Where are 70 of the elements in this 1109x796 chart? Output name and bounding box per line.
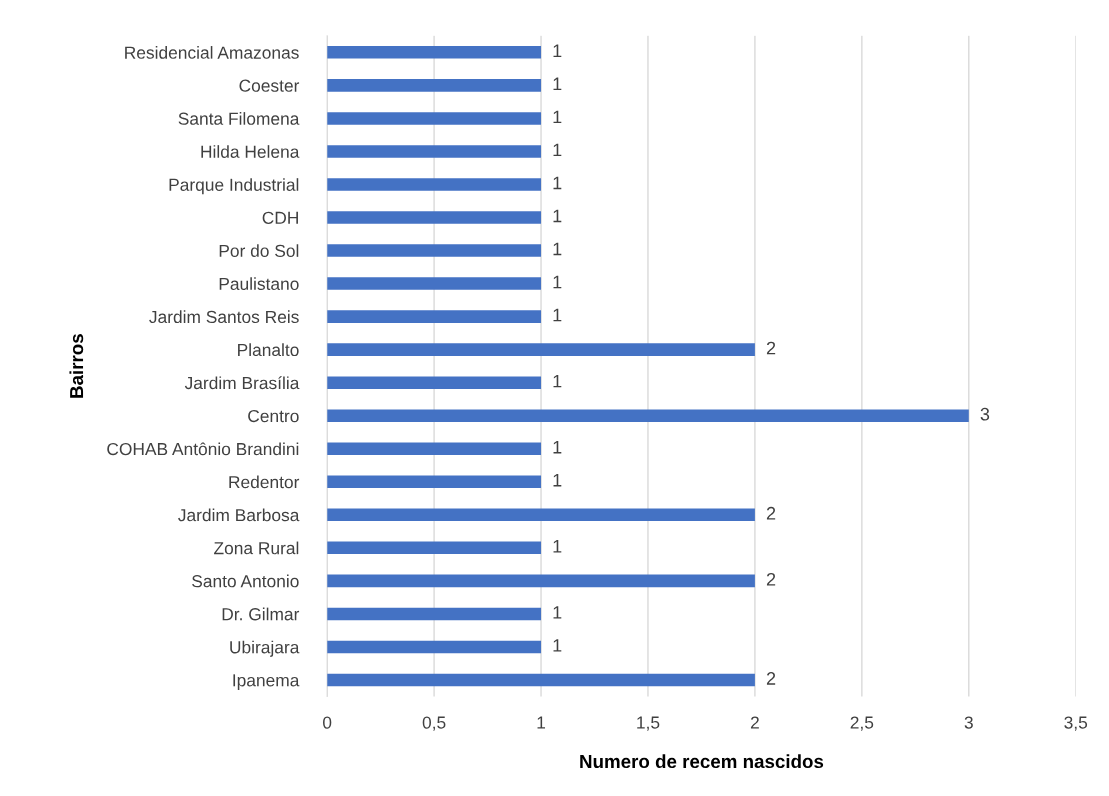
- bar: [327, 277, 542, 290]
- y-tick-label: Parque Industrial: [169, 178, 299, 195]
- data-label: 1: [553, 110, 562, 124]
- bar: [327, 475, 542, 489]
- x-tick-label: 1: [537, 716, 546, 729]
- x-tick-label: 0,5: [422, 716, 446, 731]
- y-tick-label: Planalto: [238, 343, 299, 357]
- y-tick-label: Santa Filomena: [178, 112, 300, 125]
- bar: [327, 541, 542, 555]
- y-tick-label: Ipanema: [233, 674, 300, 690]
- y-tick-label: Paulistano: [219, 277, 299, 291]
- data-label: 1: [553, 639, 562, 652]
- data-label: 1: [553, 308, 562, 322]
- y-tick-label: Hilda Helena: [201, 145, 300, 158]
- x-tick-label: 2,5: [850, 716, 874, 731]
- data-label: 1: [553, 606, 562, 619]
- y-tick-label: COHAB Antônio Brandini: [107, 442, 299, 456]
- x-tick-label: 3,5: [1064, 716, 1088, 731]
- data-label: 2: [766, 572, 776, 586]
- y-tick-label: Santo Antonio: [192, 574, 299, 588]
- y-tick-label: Residencial Amazonas: [125, 46, 299, 59]
- data-label: 1: [553, 77, 562, 91]
- data-label: 1: [553, 44, 562, 58]
- data-label: 1: [553, 275, 562, 289]
- x-axis-title: Numero de recem nascidos: [580, 754, 824, 769]
- x-tick-label: 2: [750, 716, 759, 729]
- y-tick-label: Ubirajara: [230, 640, 300, 657]
- y-tick-label: Centro: [248, 409, 299, 423]
- y-tick-label: Dr. Gilmar: [222, 607, 300, 621]
- data-label: 2: [766, 672, 776, 685]
- bar: [327, 409, 969, 422]
- y-axis-title: Bairros: [69, 334, 84, 398]
- bar: [327, 46, 542, 59]
- data-label: 1: [553, 242, 562, 256]
- data-label: 3: [980, 407, 990, 421]
- data-label: 1: [553, 440, 562, 454]
- bar: [327, 244, 542, 257]
- bar: [327, 79, 542, 92]
- data-label: 1: [553, 474, 562, 487]
- bar: [327, 574, 755, 588]
- data-label: 1: [553, 176, 562, 190]
- x-tick-label: 3: [964, 716, 973, 729]
- data-label: 1: [553, 374, 562, 388]
- bar: [327, 343, 755, 356]
- y-tick-label: Redentor: [229, 475, 300, 489]
- x-tick-label: 1,5: [637, 716, 660, 731]
- data-label: 2: [766, 341, 776, 355]
- data-label: 1: [553, 143, 562, 157]
- bar: [327, 145, 542, 158]
- bar: [327, 112, 542, 125]
- y-tick-label: Zona Rural: [214, 541, 299, 555]
- bar: [327, 178, 542, 191]
- y-tick-label: Por do Sol: [219, 244, 299, 257]
- x-tick-label: 0: [323, 716, 332, 729]
- bar: [327, 508, 755, 522]
- y-tick-label: Coester: [239, 79, 300, 92]
- bar: [327, 640, 542, 654]
- y-tick-label: CDH: [262, 211, 298, 224]
- bar: [327, 211, 542, 224]
- bar: [327, 442, 542, 456]
- y-tick-label: Jardim Barbosa: [178, 508, 300, 522]
- data-label: 1: [553, 540, 562, 553]
- y-tick-label: Jardim Brasília: [184, 376, 300, 390]
- data-label: 1: [553, 209, 562, 223]
- data-label: 2: [766, 506, 776, 520]
- y-tick-label: Jardim Santos Reis: [149, 310, 299, 324]
- bar: [327, 607, 542, 621]
- bar: [327, 673, 755, 687]
- bar: [327, 376, 542, 389]
- bar: [327, 310, 542, 323]
